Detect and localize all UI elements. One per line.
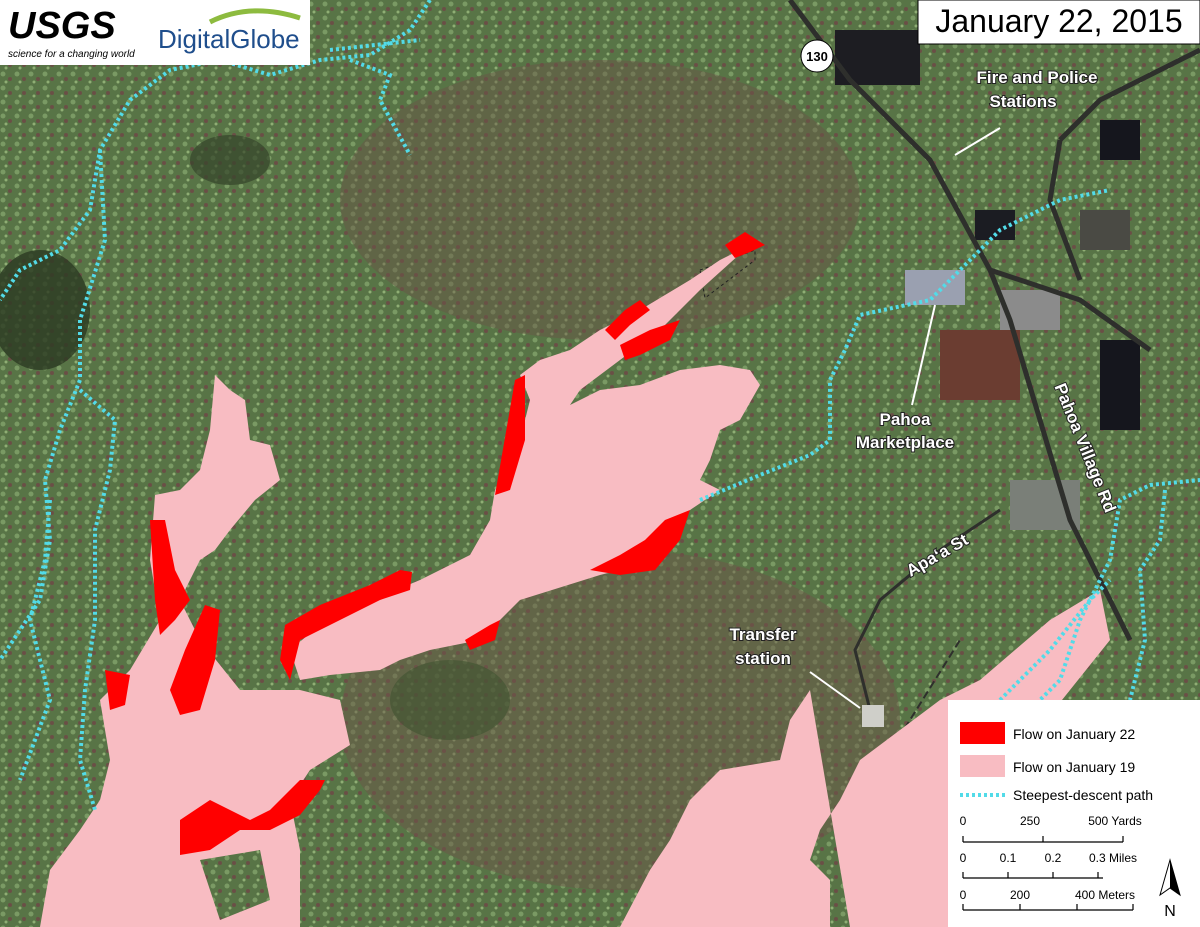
place-label: Marketplace bbox=[856, 433, 954, 452]
place-label: Fire and Police bbox=[977, 68, 1098, 87]
digitalglobe-logo: DigitalGlobe bbox=[158, 24, 300, 54]
scale-label: 0 bbox=[960, 814, 967, 828]
date-box: January 22, 2015 bbox=[917, 0, 1200, 45]
place-label: Stations bbox=[989, 92, 1056, 111]
place-label: Transfer bbox=[729, 625, 796, 644]
place-label: station bbox=[735, 649, 791, 668]
north-arrow-label: N bbox=[1164, 903, 1176, 920]
scale-label: 200 bbox=[1010, 888, 1030, 902]
usgs-tagline: science for a changing world bbox=[8, 49, 135, 60]
scale-label: 250 bbox=[1020, 814, 1040, 828]
place-label: Pahoa bbox=[879, 410, 931, 429]
scale-label: 0.2 bbox=[1045, 851, 1062, 865]
scale-label: 0.3 Miles bbox=[1089, 851, 1137, 865]
scale-label: 500 Yards bbox=[1088, 814, 1142, 828]
roads bbox=[699, 0, 1200, 801]
route-number: 130 bbox=[806, 49, 828, 64]
logo: USGS science for a changing world Digita… bbox=[0, 0, 310, 65]
legend-entry: Steepest-descent path bbox=[1013, 787, 1153, 803]
steepest-descent-paths bbox=[0, 0, 1200, 811]
scale-label: 0 bbox=[960, 851, 967, 865]
scale-label: 0.1 bbox=[1000, 851, 1017, 865]
route-shield: 130 bbox=[800, 39, 834, 73]
date: January 22, 2015 bbox=[935, 3, 1182, 39]
legend-entry: Flow on January 19 bbox=[1013, 759, 1135, 775]
town bbox=[835, 30, 1140, 530]
scale-label: 400 Meters bbox=[1075, 888, 1135, 902]
legend: Flow on January 22 Flow on January 19 St… bbox=[948, 700, 1200, 927]
usgs-logo: USGS bbox=[8, 5, 116, 47]
legend-entry: Flow on January 22 bbox=[1013, 726, 1135, 742]
flow-january-22 bbox=[105, 232, 765, 855]
scale-label: 0 bbox=[960, 888, 967, 902]
